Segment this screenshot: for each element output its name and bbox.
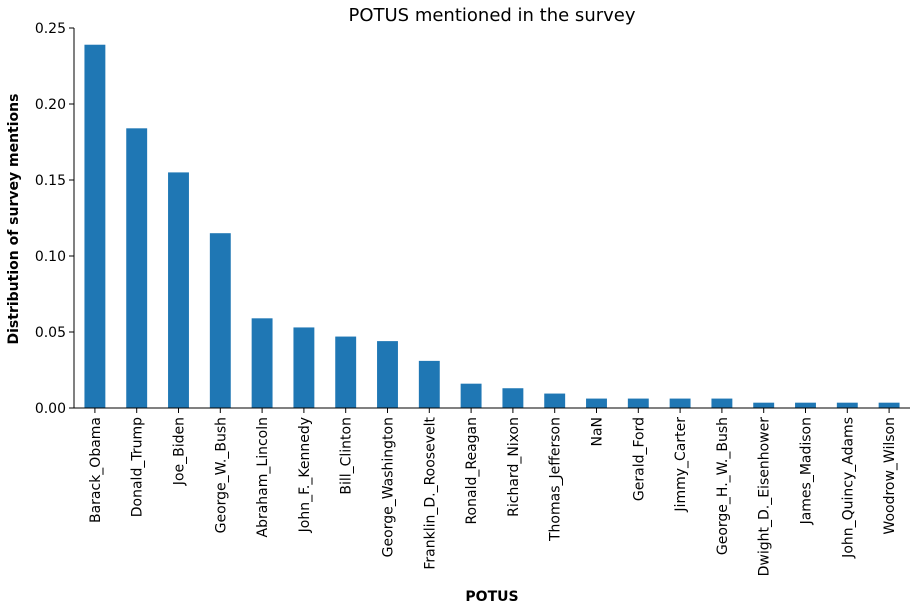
bar-7 [377,341,398,408]
bar-13 [627,398,649,408]
bar-19 [878,402,900,408]
bar-15 [711,398,733,408]
x-tick-label: Joe_Biden [172,417,188,486]
bar-17 [795,402,816,408]
x-tick-label: Jimmy_Carter [673,417,689,513]
bar-12 [586,398,607,408]
x-tick-label: Abraham_Lincoln [255,417,271,537]
bar-14 [669,398,691,408]
x-tick-label: Franklin_D._Roosevelt [422,416,438,569]
y-tick-label: 0.10 [35,249,66,265]
y-tick-label: 0.20 [35,97,66,113]
plot-area: 0.00 0.05 0.10 0.15 0.20 0.25 Barack_Obama Dona… [35,21,910,576]
x-tick-label: Bill_Clinton [339,417,355,495]
bar-6 [335,336,357,408]
x-tick-label: George_H._W._Bush [715,417,731,555]
x-tick-label: George_Washington [381,417,397,557]
x-tick-label: James_Madison [799,417,815,525]
bar-16 [753,402,775,408]
bar-0 [84,44,106,408]
bar-9 [460,383,482,408]
bar-5 [293,327,315,408]
bar-1 [126,128,148,408]
x-tick-label: Woodrow_Wilson [882,417,898,535]
x-axis-label: POTUS [465,589,518,605]
x-tick-label: Thomas_Jefferson [548,417,564,542]
bar-10 [502,388,524,408]
x-tick-label: Barack_Obama [88,417,104,523]
x-tick-label: NaN [590,417,606,447]
x-tick-label: Donald_Trump [130,417,146,517]
x-tick-label: Richard_Nixon [506,417,522,517]
y-tick-label: 0.05 [35,325,66,341]
x-tick-label: Ronald_Reagan [464,417,480,525]
x-tick-label: Dwight_D._Eisenhower [757,417,773,577]
bar-4 [251,318,273,408]
bar-18 [836,402,858,408]
x-tick-label: Gerald_Ford [631,417,647,501]
y-tick-label: 0.25 [35,21,66,37]
bar-3 [209,233,231,408]
x-tick-label: George_W._Bush [213,417,229,533]
chart-title: POTUS mentioned in the survey [348,5,635,26]
bar-11 [544,393,566,408]
bar-8 [418,360,440,408]
x-tick-label: John_F._Kennedy [297,417,313,533]
y-tick-label: 0.00 [35,401,66,417]
y-tick-label: 0.15 [35,173,66,189]
bar-2 [168,172,189,408]
y-axis-label: Distribution of survey mentions [6,94,22,345]
x-tick-label: John_Quincy_Adams [840,417,856,559]
